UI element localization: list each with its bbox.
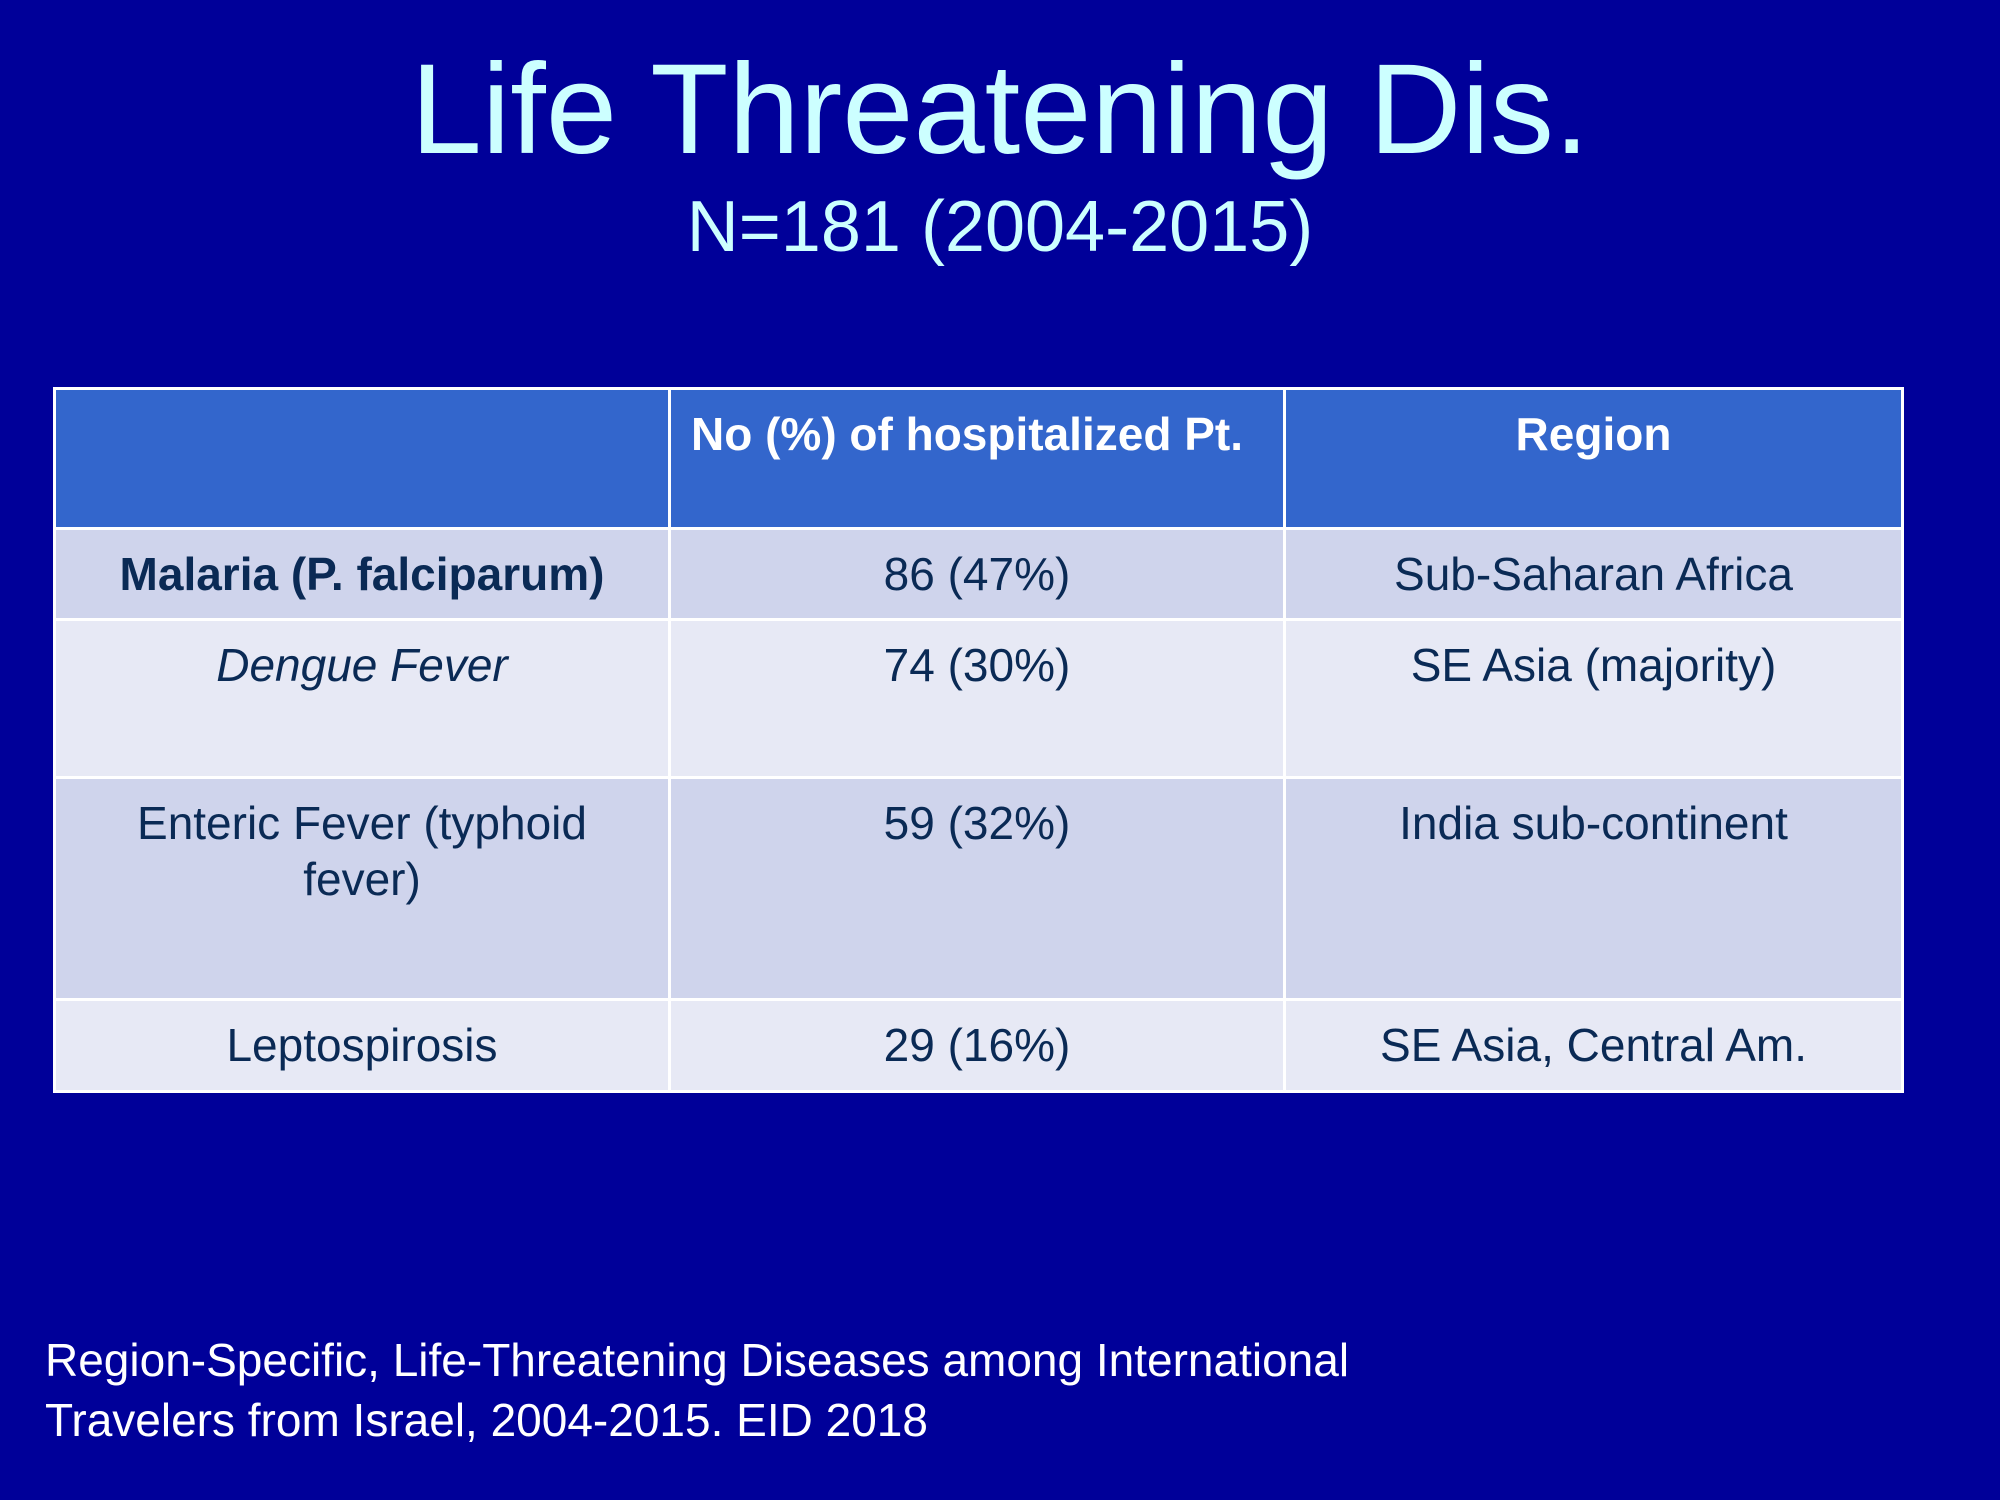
slide-subtitle: N=181 (2004-2015) bbox=[686, 187, 1314, 267]
table-row: Leptospirosis 29 (16%) SE Asia, Central … bbox=[53, 998, 1904, 1093]
disease-cell: Enteric Fever (typhoid fever) bbox=[53, 776, 671, 1001]
count-cell: 59 (32%) bbox=[668, 776, 1286, 1001]
table-row: Enteric Fever (typhoid fever) 59 (32%) I… bbox=[53, 776, 1904, 1001]
region-cell: Sub-Saharan Africa bbox=[1283, 527, 1904, 621]
disease-cell: Malaria (P. falciparum) bbox=[53, 527, 671, 621]
disease-cell: Dengue Fever bbox=[53, 618, 671, 779]
citation-line: Travelers from Israel, 2004-2015. EID 20… bbox=[45, 1394, 928, 1446]
region-cell: SE Asia, Central Am. bbox=[1283, 998, 1904, 1093]
header-cell-region: Region bbox=[1283, 387, 1904, 530]
citation-line: Region-Specific, Life-Threatening Diseas… bbox=[45, 1334, 1350, 1386]
disease-table: No (%) of hospitalized Pt. Region Malari… bbox=[53, 387, 1904, 1093]
count-cell: 86 (47%) bbox=[668, 527, 1286, 621]
slide-title: Life Threatening Dis. bbox=[410, 38, 1590, 181]
header-cell-count: No (%) of hospitalized Pt. bbox=[668, 387, 1286, 530]
disease-cell: Leptospirosis bbox=[53, 998, 671, 1093]
region-cell: SE Asia (majority) bbox=[1283, 618, 1904, 779]
header-cell-disease bbox=[53, 387, 671, 530]
count-cell: 29 (16%) bbox=[668, 998, 1286, 1093]
region-cell: India sub-continent bbox=[1283, 776, 1904, 1001]
count-cell: 74 (30%) bbox=[668, 618, 1286, 779]
table-row: Malaria (P. falciparum) 86 (47%) Sub-Sah… bbox=[53, 527, 1904, 621]
table-header-row: No (%) of hospitalized Pt. Region bbox=[53, 387, 1904, 530]
citation: Region-Specific, Life-Threatening Diseas… bbox=[45, 1330, 1945, 1450]
table-row: Dengue Fever 74 (30%) SE Asia (majority) bbox=[53, 618, 1904, 779]
